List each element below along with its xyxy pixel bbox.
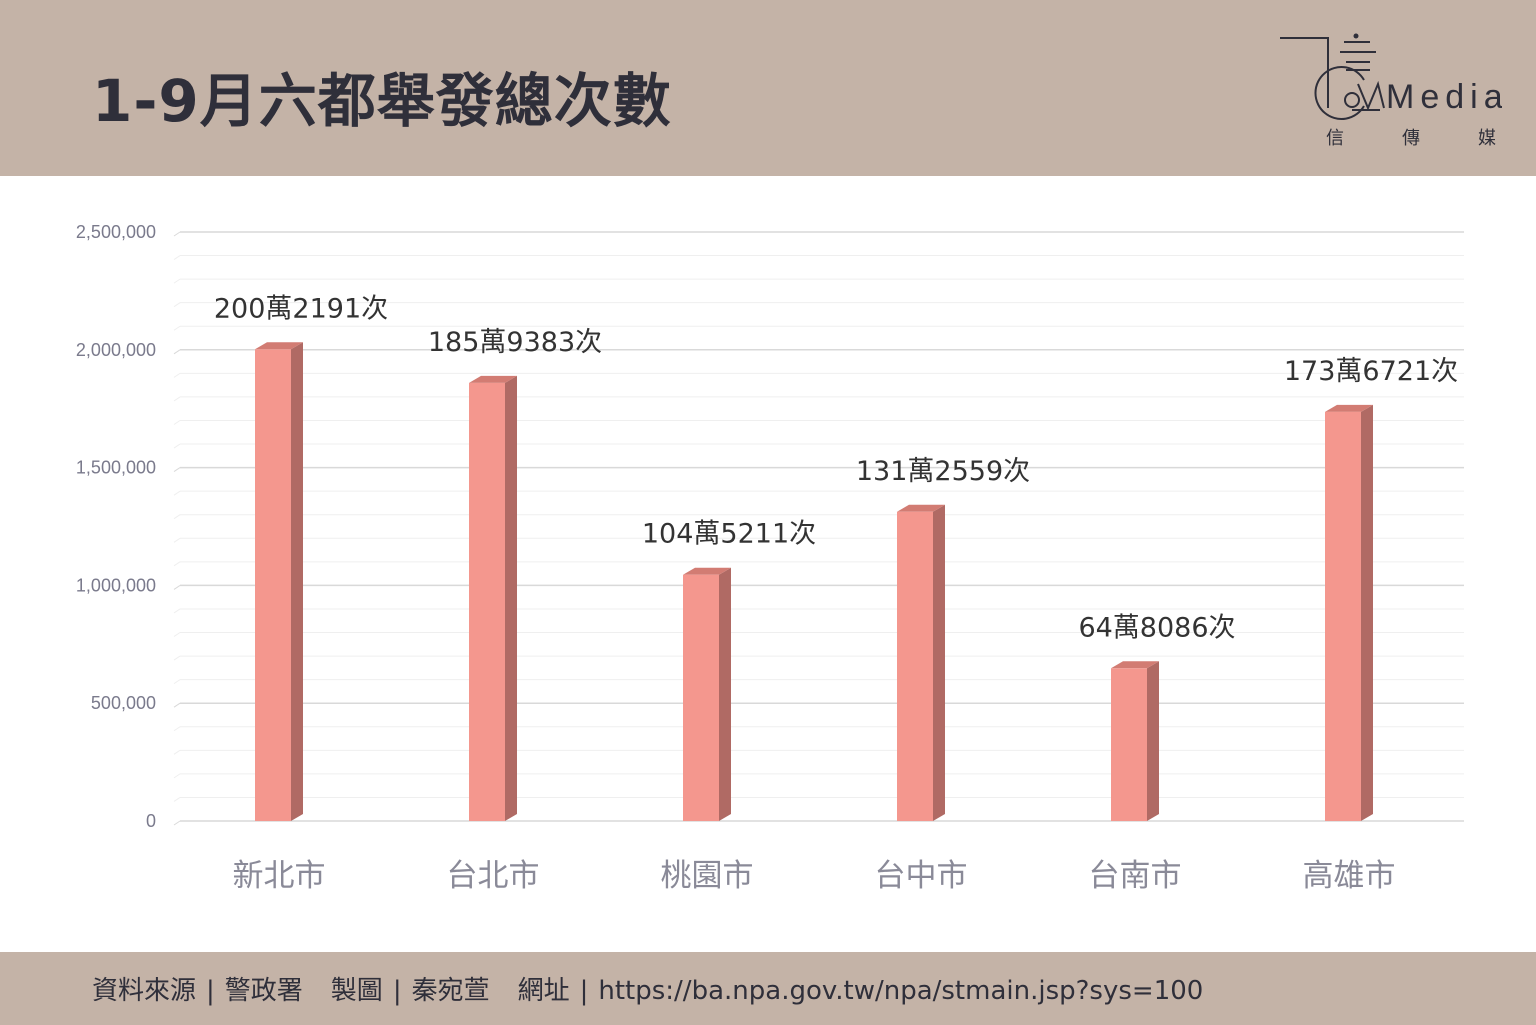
x-category-label: 台北市 [447,858,540,894]
logo-sub-char: 傳 [1402,128,1420,149]
bar [897,511,933,821]
data-label: 104萬5211次 [642,519,816,550]
gridline-depth [173,702,181,708]
gridline-depth [173,490,181,496]
bar-top [683,567,731,575]
gridline-depth [173,420,181,425]
bar [683,574,719,821]
gridline-depth [173,231,181,237]
data-label: 64萬8086次 [1078,612,1235,643]
separator: | [579,976,589,1006]
bar-side [933,504,945,821]
gridline-depth [173,325,181,331]
source-url: https://ba.npa.gov.tw/npa/stmain.jsp?sys… [598,976,1204,1006]
y-axis-ticks: 0 500,000 1,000,000 1,500,000 2,000,000 2,500… [76,222,156,831]
bar-top [1111,661,1159,669]
gridline-depth [173,302,181,308]
bar-side [505,375,517,821]
source-value: 警政署 [224,976,303,1006]
gridline-depth [173,679,181,685]
y-tick-label: 1,000,000 [76,575,156,595]
gridline-depth [173,608,181,614]
footer-band: 資料來源 | 警政署 製圖 | 秦宛萱 網址 | https://ba.npa.gov.tw/n… [0,952,1536,1025]
x-category-label: 新北市 [233,858,326,894]
gridline-depth [173,797,181,802]
url-label: 網址 [517,976,570,1006]
gridline-depth [173,514,181,520]
bar [469,382,505,821]
data-label: 173萬6721次 [1284,356,1458,387]
y-tick-label: 1,500,000 [76,458,156,478]
chart-by-label: 製圖 [330,976,383,1006]
bar-top [897,504,945,512]
gridline-depth [173,537,181,543]
separator: | [206,976,215,1006]
bar-side [1361,404,1373,821]
y-tick-label: 500,000 [91,693,156,713]
gridline-depth [173,820,181,826]
header-band: 1-9月六都舉發總次數 Media 信 傳 媒 [0,0,1536,176]
gridline-depth [173,655,181,661]
footer-credits: 資料來源 | 警政署 製圖 | 秦宛萱 網址 | https://ba.npa.gov.tw/n… [92,970,1203,1007]
bar-side [291,342,303,821]
bar [255,349,291,821]
bar [1111,668,1147,821]
separator: | [392,976,402,1006]
data-label: 131萬2559次 [856,456,1030,487]
y-tick-label: 2,000,000 [76,340,156,360]
y-tick-label: 2,500,000 [76,222,156,242]
page-title: 1-9月六都舉發總次數 [92,67,672,135]
bar-chart: 0 500,000 1,000,000 1,500,000 2,000,000 2,500… [76,222,1464,894]
x-category-label: 台中市 [875,858,968,894]
x-category-label: 高雄市 [1303,858,1396,894]
x-category-label: 桃園市 [661,858,754,894]
gridline-depth [173,396,181,402]
gridline-depth [173,561,181,567]
y-tick-label: 0 [146,811,156,831]
data-labels: 200萬2191次 185萬9383次 104萬5211次 131萬2559次 64萬8… [214,293,1458,643]
gridline-depth [173,726,181,732]
bar-side [1147,661,1159,821]
bar [1325,411,1361,821]
logo-sub-char: 媒 [1478,128,1496,149]
logo-sub-char: 信 [1326,128,1344,149]
bar-side [719,567,731,821]
gridline-depth [173,773,181,779]
gridline-depth [173,467,181,473]
chart-by-value: 秦宛萱 [411,976,490,1006]
x-category-label: 台南市 [1089,858,1182,894]
chart-grid [173,231,1464,826]
gridline-depth [173,278,181,284]
bars [255,342,1373,821]
bar-top [469,375,517,383]
logo-text: Media [1386,78,1502,116]
gridline-depth [173,372,181,378]
gridline-depth [173,349,181,355]
data-label: 200萬2191次 [214,293,388,324]
gridline-depth [173,584,181,590]
bar-top [255,342,303,350]
bar-top [1325,404,1373,412]
gridline-depth [173,749,181,755]
gridline-depth [173,443,181,449]
gridline-depth [173,255,181,260]
logo-subtitle: 信 傳 媒 [1326,124,1496,150]
media-logo-icon: Media [1280,33,1502,120]
gridline-depth [173,632,181,637]
data-label: 185萬9383次 [428,327,602,358]
source-label: 資料來源 [92,976,197,1006]
x-axis-categories: 新北市 台北市 桃園市 台中市 台南市 高雄市 [233,858,1396,894]
